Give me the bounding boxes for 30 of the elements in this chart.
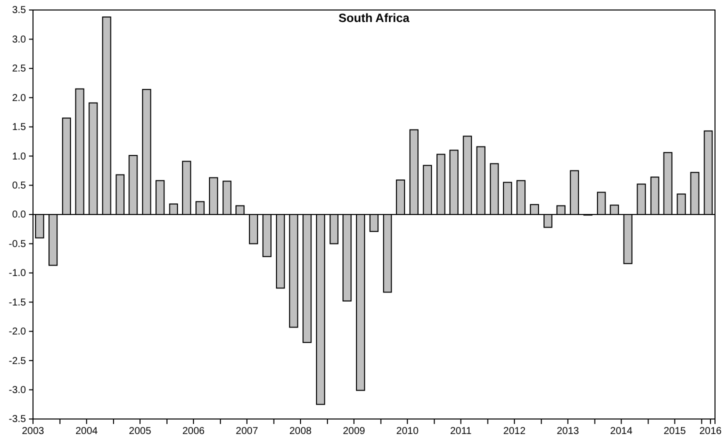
x-tick-label: 2015 — [664, 426, 686, 438]
x-tick-label: 2007 — [236, 426, 258, 438]
y-tick-label: 2.5 — [12, 64, 26, 75]
x-tick-label: 2010 — [396, 426, 419, 438]
y-tick-label: -3.5 — [8, 414, 26, 426]
x-tick-label: 2013 — [556, 426, 580, 438]
x-tick-label: 2016 — [699, 426, 722, 438]
y-tick-label: -1.5 — [8, 297, 26, 308]
y-tick-label: -2.0 — [8, 326, 26, 338]
x-tick-label: 2011 — [450, 426, 472, 438]
y-tick-label: -0.5 — [8, 238, 26, 250]
y-tick-label: 3.5 — [12, 5, 26, 16]
x-tick-label: 2012 — [503, 426, 526, 438]
chart-title: South Africa — [338, 11, 410, 25]
x-tick-label: 2009 — [342, 426, 366, 438]
y-tick-label: 1.5 — [12, 122, 26, 134]
x-tick-label: 2004 — [75, 426, 98, 438]
x-tick-label: 2005 — [128, 426, 152, 438]
y-tick-label: 0.5 — [12, 180, 26, 192]
y-tick-label: 2.0 — [12, 92, 26, 104]
x-tick-label: 2006 — [182, 426, 206, 438]
y-tick-label: 0.0 — [12, 210, 26, 221]
y-tick-label: 3.0 — [12, 34, 26, 46]
x-tick-label: 2008 — [289, 426, 312, 438]
x-tick-label: 2003 — [22, 426, 45, 438]
y-tick-label: -3.0 — [8, 384, 26, 396]
y-tick-label: -1.0 — [8, 268, 26, 280]
y-tick-label: 1.0 — [12, 151, 26, 162]
y-tick-label: -2.5 — [8, 356, 26, 367]
x-tick-label: 2014 — [610, 426, 633, 438]
